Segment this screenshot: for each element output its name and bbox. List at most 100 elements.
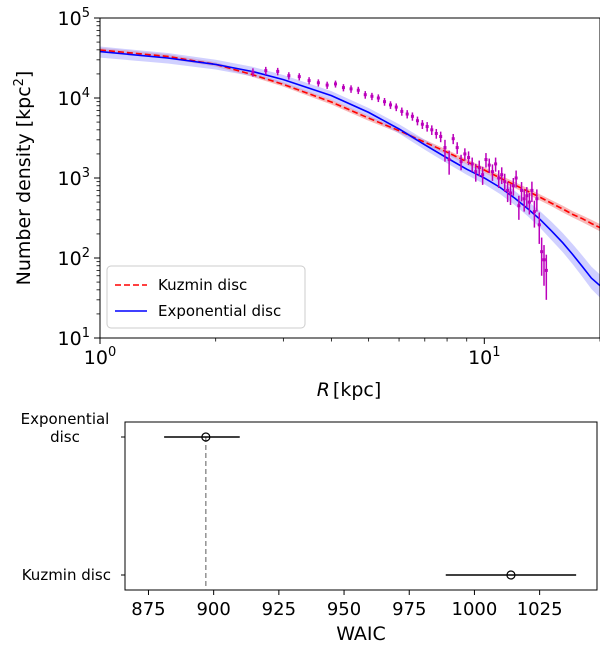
data-marker bbox=[356, 88, 360, 92]
data-marker bbox=[383, 100, 387, 104]
data-marker bbox=[527, 200, 531, 204]
data-marker bbox=[394, 105, 398, 109]
data-point bbox=[481, 166, 485, 185]
data-marker bbox=[376, 96, 380, 100]
legend-label-kuzmin: Kuzmin disc bbox=[158, 276, 247, 294]
data-point bbox=[297, 73, 301, 81]
data-point bbox=[517, 195, 521, 220]
data-marker bbox=[520, 188, 524, 192]
data-point bbox=[540, 237, 544, 276]
data-marker bbox=[316, 81, 320, 85]
data-marker bbox=[514, 176, 518, 180]
data-marker bbox=[297, 75, 301, 79]
data-point bbox=[514, 170, 518, 188]
y-axis-label-sup: 2 bbox=[12, 78, 27, 86]
x-axis-symbol: R bbox=[317, 379, 330, 401]
waic-x-tick-label: 1025 bbox=[517, 599, 563, 620]
data-point bbox=[447, 150, 451, 175]
data-marker bbox=[522, 197, 526, 201]
data-marker bbox=[451, 137, 455, 141]
data-point bbox=[520, 182, 524, 202]
data-marker bbox=[455, 146, 459, 150]
data-marker bbox=[405, 112, 409, 116]
data-marker bbox=[490, 170, 494, 174]
data-marker bbox=[509, 191, 513, 195]
category-label: Exponential bbox=[21, 410, 110, 428]
data-point bbox=[307, 77, 311, 85]
data-marker bbox=[506, 188, 510, 192]
waic-marker bbox=[506, 570, 516, 580]
data-marker bbox=[542, 258, 546, 262]
data-marker bbox=[370, 94, 374, 98]
data-marker bbox=[525, 194, 529, 198]
data-marker bbox=[447, 158, 451, 162]
data-point bbox=[522, 189, 526, 212]
data-marker bbox=[430, 128, 434, 132]
data-point bbox=[405, 110, 409, 119]
data-point bbox=[410, 112, 414, 121]
data-marker bbox=[425, 125, 429, 129]
data-point bbox=[388, 101, 392, 109]
data-point bbox=[443, 139, 447, 162]
data-marker bbox=[287, 74, 291, 78]
data-point bbox=[325, 81, 329, 89]
category-label: disc bbox=[50, 428, 80, 446]
data-marker bbox=[420, 122, 424, 126]
data-point bbox=[544, 254, 548, 300]
y-tick-label: 102 bbox=[58, 246, 90, 270]
data-point bbox=[537, 212, 541, 244]
data-marker bbox=[349, 87, 353, 91]
waic-x-tick-label: 1000 bbox=[452, 599, 498, 620]
data-marker bbox=[530, 188, 534, 192]
waic-x-tick-label: 875 bbox=[131, 599, 165, 620]
data-marker bbox=[307, 79, 311, 83]
data-point bbox=[490, 164, 494, 181]
data-point bbox=[394, 103, 398, 112]
data-point bbox=[415, 116, 419, 126]
y-axis-label-close: ] bbox=[13, 71, 35, 78]
x-tick-label: 101 bbox=[468, 345, 500, 369]
band-exponential bbox=[100, 46, 600, 298]
data-point bbox=[434, 128, 438, 139]
data-point bbox=[474, 163, 478, 182]
x-axis-unit: [kpc] bbox=[333, 379, 381, 401]
top-x-axis-title: R [kpc] bbox=[317, 379, 382, 401]
data-marker bbox=[487, 163, 491, 167]
data-marker bbox=[251, 70, 255, 74]
waic-point bbox=[445, 570, 577, 580]
data-marker bbox=[500, 173, 504, 177]
data-point bbox=[341, 84, 345, 92]
data-marker bbox=[537, 223, 541, 227]
data-point bbox=[494, 157, 498, 172]
data-marker bbox=[474, 170, 478, 174]
legend-label-exponential: Exponential disc bbox=[158, 302, 281, 320]
data-point bbox=[287, 72, 291, 80]
data-marker bbox=[511, 184, 515, 188]
data-marker bbox=[463, 152, 467, 156]
data-marker bbox=[503, 180, 507, 184]
data-marker bbox=[467, 156, 471, 160]
data-point bbox=[477, 160, 481, 177]
data-marker bbox=[363, 93, 367, 97]
waic-x-tick-label: 925 bbox=[262, 599, 296, 620]
data-marker bbox=[481, 173, 485, 177]
data-marker bbox=[400, 109, 404, 113]
data-point bbox=[487, 158, 491, 174]
data-point bbox=[530, 181, 534, 203]
data-marker bbox=[443, 146, 447, 150]
data-point bbox=[400, 107, 404, 116]
data-point bbox=[527, 192, 531, 215]
data-marker bbox=[477, 166, 481, 170]
data-point bbox=[356, 86, 360, 95]
legend-box bbox=[106, 265, 306, 329]
waic-point bbox=[164, 432, 240, 442]
data-point bbox=[511, 178, 515, 196]
data-point bbox=[506, 181, 510, 203]
data-point bbox=[497, 170, 501, 188]
top-y-axis-title: Number density [kpc2] bbox=[12, 71, 35, 286]
data-point bbox=[459, 154, 463, 171]
data-marker bbox=[325, 83, 329, 87]
data-point bbox=[484, 153, 488, 168]
data-marker bbox=[415, 119, 419, 123]
